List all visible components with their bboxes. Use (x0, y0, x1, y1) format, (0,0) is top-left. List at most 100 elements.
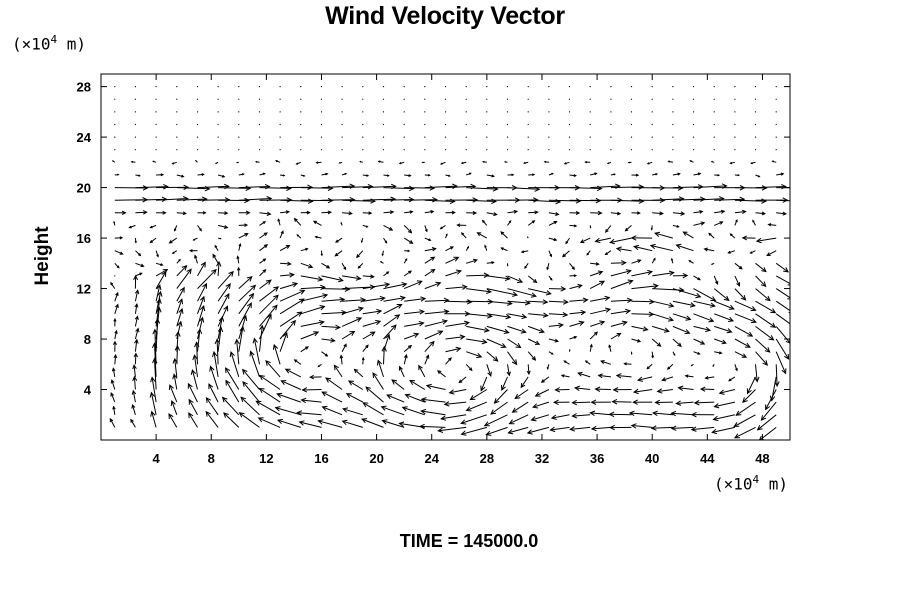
wind-vector (217, 224, 229, 229)
wind-vector (526, 426, 550, 435)
wind-vector (750, 161, 756, 165)
wind-vector (692, 123, 695, 126)
wind-vector (424, 319, 448, 327)
wind-vector (610, 123, 612, 126)
wind-vector (238, 111, 240, 113)
wind-vector (382, 136, 385, 138)
wind-vector (528, 288, 552, 296)
wind-vector (754, 136, 757, 138)
wind-vector (506, 136, 509, 138)
wind-vector (420, 408, 446, 416)
wind-vector (114, 149, 116, 151)
wind-vector (481, 219, 488, 226)
wind-vector (693, 210, 704, 214)
wind-vector (341, 317, 363, 327)
wind-vector (214, 244, 219, 251)
wind-vector (506, 111, 509, 113)
wind-vector (259, 258, 267, 264)
wind-vector (565, 237, 570, 245)
wind-vector (341, 330, 356, 340)
x-tick-label: 40 (645, 451, 659, 466)
wind-vector (242, 381, 260, 403)
wind-vector (548, 136, 550, 138)
wind-vector (259, 172, 266, 176)
wind-vector (456, 223, 467, 228)
wind-vector (486, 86, 488, 88)
wind-vector (480, 376, 488, 392)
wind-vector (114, 98, 116, 100)
wind-vector (259, 269, 267, 277)
wind-vector (265, 359, 281, 378)
wind-vector (259, 244, 269, 252)
wind-vector (155, 149, 157, 151)
wind-vector (325, 377, 343, 390)
wind-vector (504, 161, 508, 163)
wind-vector (610, 149, 612, 151)
wind-vector (584, 160, 591, 164)
wind-vector (176, 286, 185, 302)
wind-vector (589, 123, 591, 126)
wind-vector (526, 364, 531, 376)
wind-vector (506, 86, 509, 88)
y-tick-label: 4 (84, 383, 92, 398)
wind-vector (590, 320, 606, 327)
time-label: TIME = 145000.0 (399, 531, 539, 551)
wind-vector (672, 211, 686, 216)
wind-vector (672, 338, 682, 348)
wind-vector (345, 393, 364, 403)
wind-vector (466, 325, 490, 333)
wind-vector (670, 425, 694, 431)
wind-vector (176, 265, 188, 277)
wind-vector (734, 364, 738, 372)
wind-vector (631, 311, 655, 317)
wind-vector (424, 247, 437, 252)
wind-vector (703, 247, 715, 252)
wind-vector (134, 98, 136, 100)
wind-vector (362, 123, 364, 126)
wind-vector (465, 98, 467, 100)
wind-vector (424, 309, 450, 315)
wind-vector (176, 211, 187, 216)
x-unit-prefix: (×10 (714, 474, 753, 494)
wind-vector (568, 98, 571, 100)
wind-vector (699, 386, 715, 392)
wind-vector (568, 123, 571, 126)
wind-vector (589, 280, 606, 290)
wind-vector (571, 413, 591, 419)
wind-vector (320, 149, 323, 151)
wind-vector (610, 308, 632, 315)
wind-vector (466, 288, 492, 294)
wind-vector (590, 295, 611, 302)
wind-vector (741, 235, 756, 241)
wind-vector (712, 414, 736, 422)
wind-vector (466, 258, 478, 264)
wind-vector (690, 426, 715, 432)
wind-vector (338, 161, 343, 164)
wind-vector (775, 149, 777, 151)
wind-vector (528, 312, 549, 318)
wind-vector (150, 410, 157, 428)
wind-vector (755, 313, 777, 328)
wind-vector (295, 161, 301, 165)
wind-vector (217, 149, 219, 151)
wind-vector (693, 313, 715, 323)
wind-vector (775, 313, 790, 327)
wind-vector (155, 123, 157, 126)
wind-vector (424, 225, 428, 233)
wind-vector (460, 161, 467, 165)
wind-vector (543, 160, 549, 164)
wind-vector (500, 247, 508, 252)
wind-vector (672, 136, 674, 138)
wind-vector (404, 296, 427, 302)
y-tick-label: 8 (84, 332, 91, 347)
wind-vector (466, 272, 490, 278)
wind-vector (465, 111, 467, 113)
wind-vector (168, 413, 178, 428)
wind-vector (424, 340, 435, 353)
wind-vector (112, 405, 116, 415)
wind-vector (445, 310, 471, 317)
wind-vector (767, 223, 777, 227)
wind-vector (692, 111, 695, 113)
wind-vector (197, 261, 206, 277)
wind-vector (383, 185, 415, 192)
